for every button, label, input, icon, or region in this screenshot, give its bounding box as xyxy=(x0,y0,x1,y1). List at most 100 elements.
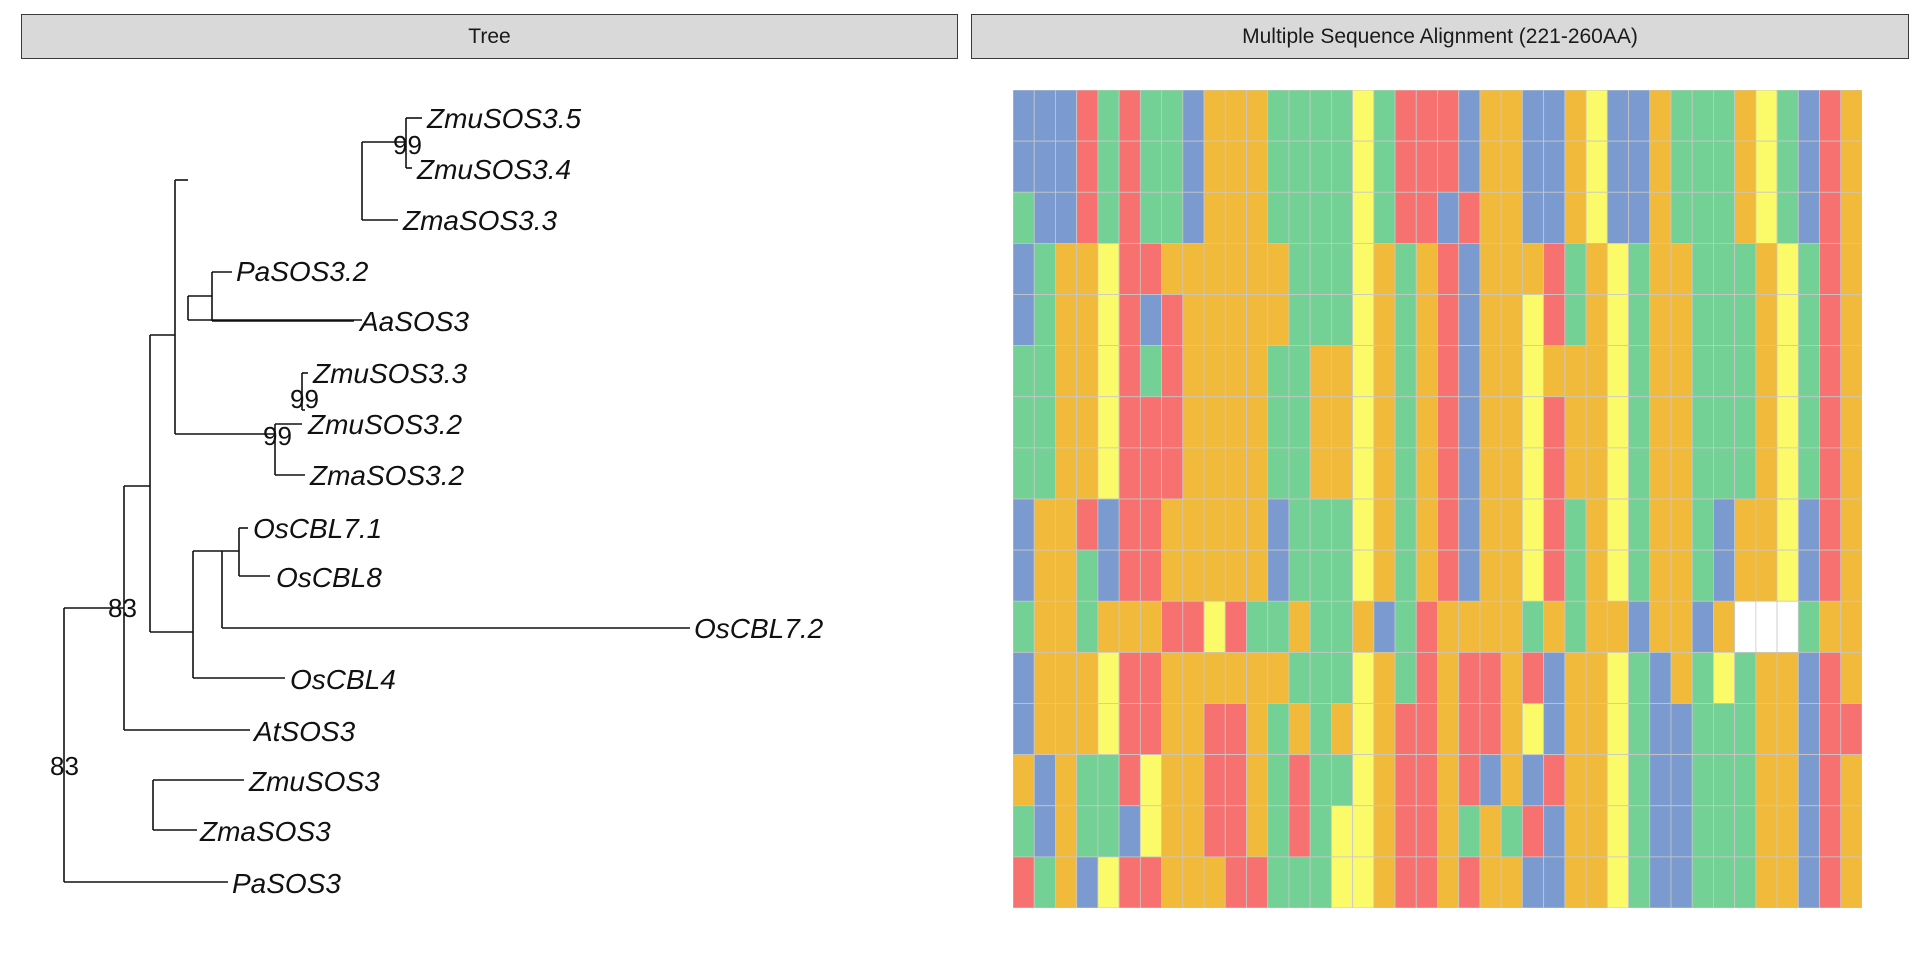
alignment-cell xyxy=(1564,191,1587,244)
alignment-cell xyxy=(1628,703,1651,756)
alignment-cell xyxy=(1691,498,1714,551)
alignment-cell xyxy=(1309,345,1332,398)
alignment-cell xyxy=(1352,294,1375,347)
alignment-cell xyxy=(1415,140,1438,193)
alignment-cell xyxy=(1415,345,1438,398)
alignment-cell xyxy=(1691,651,1714,704)
alignment-cell xyxy=(1543,600,1566,653)
alignment-cell xyxy=(1203,294,1226,347)
alignment-cell xyxy=(1437,345,1460,398)
alignment-cell xyxy=(1415,396,1438,449)
alignment-cell xyxy=(1118,549,1141,602)
alignment-cell xyxy=(1309,805,1332,858)
alignment-cell xyxy=(1521,90,1545,142)
alignment-cell xyxy=(1840,447,1862,500)
alignment-cell xyxy=(1076,294,1099,347)
alignment-cell xyxy=(1394,447,1417,500)
alignment-cell xyxy=(1755,294,1778,347)
alignment-cell xyxy=(1055,498,1078,551)
leaf-label: PaSOS3.2 xyxy=(236,256,369,287)
alignment-cell xyxy=(1670,447,1693,500)
alignment-cell xyxy=(1437,805,1460,858)
alignment-cell xyxy=(1246,549,1269,602)
alignment-cell xyxy=(1055,140,1078,193)
alignment-cell xyxy=(1458,549,1481,602)
alignment-cell xyxy=(1033,600,1056,653)
alignment-cell xyxy=(1352,600,1375,653)
alignment-cell xyxy=(1479,703,1502,756)
alignment-cell xyxy=(1606,651,1629,704)
alignment-cell xyxy=(1585,600,1608,653)
alignment-cell xyxy=(1288,345,1311,398)
alignment-cell xyxy=(1352,703,1375,756)
alignment-cell xyxy=(1564,294,1587,347)
alignment-cell xyxy=(1564,805,1587,858)
alignment-cell xyxy=(1734,140,1757,193)
alignment-cell xyxy=(1139,447,1162,500)
alignment-cell xyxy=(1564,90,1587,142)
alignment-cell xyxy=(1013,447,1035,500)
alignment-cell xyxy=(1033,90,1056,142)
alignment-cell xyxy=(1182,703,1205,756)
bootstrap-value: 99 xyxy=(393,130,422,160)
alignment-cell xyxy=(1585,447,1608,500)
alignment-cell xyxy=(1458,242,1481,295)
alignment-cell xyxy=(1330,600,1354,653)
alignment-cell xyxy=(1161,549,1184,602)
alignment-cell xyxy=(1606,447,1629,500)
alignment-cell xyxy=(1203,140,1226,193)
alignment-cell xyxy=(1118,805,1141,858)
alignment-cell xyxy=(1479,549,1502,602)
alignment-cell xyxy=(1224,140,1247,193)
alignment-cell xyxy=(1755,856,1778,908)
alignment-cell xyxy=(1076,703,1099,756)
alignment-cell xyxy=(1628,754,1651,807)
leaf-label: ZmuSOS3.3 xyxy=(312,358,467,389)
alignment-cell xyxy=(1055,242,1078,295)
alignment-cell xyxy=(1224,90,1247,142)
alignment-cell xyxy=(1267,805,1290,858)
alignment-cell xyxy=(1458,396,1481,449)
alignment-cell xyxy=(1118,754,1141,807)
alignment-cell xyxy=(1797,345,1820,398)
alignment-cell xyxy=(1840,600,1862,653)
alignment-cell xyxy=(1373,294,1396,347)
alignment-cell xyxy=(1288,805,1311,858)
alignment-cell xyxy=(1521,549,1545,602)
alignment-grid xyxy=(1013,90,1862,908)
alignment-cell xyxy=(1713,498,1736,551)
alignment-cell xyxy=(1755,191,1778,244)
alignment-cell xyxy=(1182,805,1205,858)
alignment-cell xyxy=(1373,90,1396,142)
alignment-cell xyxy=(1734,805,1757,858)
alignment-cell xyxy=(1606,242,1629,295)
alignment-cell xyxy=(1118,703,1141,756)
alignment-cell xyxy=(1013,600,1035,653)
alignment-cell xyxy=(1691,549,1714,602)
alignment-cell xyxy=(1713,294,1736,347)
alignment-cell xyxy=(1543,754,1566,807)
alignment-cell xyxy=(1437,191,1460,244)
alignment-cell xyxy=(1840,498,1862,551)
alignment-cell xyxy=(1309,294,1332,347)
alignment-cell xyxy=(1543,90,1566,142)
alignment-cell xyxy=(1309,242,1332,295)
alignment-cell xyxy=(1033,703,1056,756)
alignment-cell xyxy=(1246,856,1269,908)
alignment-cell xyxy=(1819,242,1842,295)
alignment-cell xyxy=(1437,242,1460,295)
alignment-cell xyxy=(1840,396,1862,449)
alignment-cell xyxy=(1458,498,1481,551)
alignment-cell xyxy=(1415,191,1438,244)
alignment-cell xyxy=(1649,396,1672,449)
alignment-cell xyxy=(1415,90,1438,142)
alignment-cell xyxy=(1309,498,1332,551)
alignment-cell xyxy=(1776,396,1799,449)
alignment-cell xyxy=(1097,242,1120,295)
alignment-cell xyxy=(1203,396,1226,449)
alignment-cell xyxy=(1500,345,1523,398)
alignment-cell xyxy=(1033,498,1056,551)
alignment-cell xyxy=(1097,294,1120,347)
alignment-cell xyxy=(1330,90,1354,142)
alignment-cell xyxy=(1734,242,1757,295)
